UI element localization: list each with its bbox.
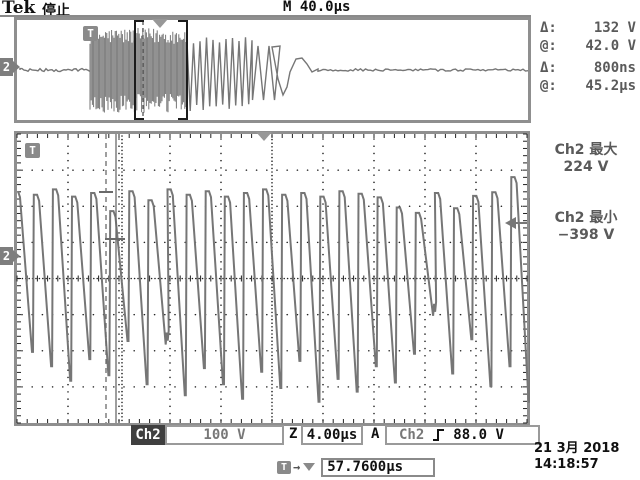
time-readout: 14:18:57 — [534, 457, 599, 472]
cursor-delta-label: Δ: — [540, 20, 557, 36]
rising-edge-icon — [433, 429, 445, 441]
channel-scale-readout[interactable]: 100 V — [165, 425, 284, 445]
main-trace-ch2 — [17, 176, 530, 403]
zoom-timebase-readout[interactable]: 4.00μs — [301, 425, 363, 445]
channel-2-marker-overview[interactable]: 2 — [0, 58, 20, 76]
delay-triangle-icon — [303, 463, 316, 471]
zoom-timebase-label: Z — [289, 426, 298, 442]
zoom-bracket-right — [178, 20, 188, 120]
cursor-at-t-row: @: 45.2μs — [540, 78, 636, 94]
tek-logo: Tek — [2, 0, 36, 18]
zoom-bracket-left — [134, 20, 144, 120]
cursor-at-label2: @: — [540, 78, 557, 94]
main-timebase-readout: M 40.0μs — [283, 0, 351, 15]
trigger-source: Ch2 — [399, 427, 425, 443]
delay-readout-row: T → 57.7600μs — [277, 457, 436, 477]
measurement-min-label: Ch2 最小 — [554, 210, 618, 226]
trigger-level-arrow — [505, 217, 516, 229]
trigger-readout[interactable]: Ch2 88.0 V — [385, 425, 540, 445]
measurement-min-value: −398 V — [557, 227, 615, 243]
acquisition-label: A — [371, 426, 380, 442]
measurement-ch2-min: Ch2 最小 −398 V — [536, 210, 636, 244]
measurement-max-value: 224 V — [563, 159, 609, 175]
main-waveform-panel — [14, 131, 530, 426]
channel-2-marker-main[interactable]: 2 — [0, 247, 20, 265]
zoom-window-triangle-icon[interactable] — [152, 19, 168, 28]
cursor-delta-t-row: Δ: 800ns — [540, 60, 636, 76]
expansion-point-triangle-icon — [256, 132, 272, 141]
measurement-max-label: Ch2 最大 — [554, 142, 618, 158]
overview-waveform-panel — [14, 17, 531, 123]
overview-trace — [186, 37, 529, 111]
trigger-t-icon: T — [277, 460, 291, 474]
overview-burst-trace — [89, 28, 187, 113]
cursor-at-v-row: @: 42.0 V — [540, 38, 636, 54]
trigger-level-value: 88.0 V — [453, 427, 504, 443]
channel-2-badge[interactable]: Ch2 — [131, 425, 165, 445]
cursor-delta-v-value: 132 V — [593, 20, 636, 36]
cursor-at-t-value: 45.2μs — [585, 78, 636, 94]
trigger-flag-overview: T — [83, 26, 98, 41]
delay-arrow-icon: → — [293, 460, 301, 474]
measurement-ch2-max: Ch2 最大 224 V — [536, 142, 636, 176]
cursor-delta-t-value: 800ns — [593, 60, 636, 76]
date-readout: 21 3月 2018 — [534, 441, 620, 456]
overview-baseline-trace — [19, 67, 91, 73]
cursor-at-v-value: 42.0 V — [585, 38, 636, 54]
trigger-flag-main: T — [25, 143, 40, 158]
cursor-delta-label2: Δ: — [540, 60, 557, 76]
datetime-block: 21 3月 2018 14:18:57 — [534, 441, 636, 473]
delay-time-readout[interactable]: 57.7600μs — [321, 457, 436, 477]
header-divider — [0, 15, 531, 17]
cursor-at-label: @: — [540, 38, 557, 54]
cursor-delta-v-row: Δ: 132 V — [540, 20, 636, 36]
cursor-readout-block: Δ: 132 V @: 42.0 V Δ: 800ns @: 45.2μs — [540, 20, 636, 94]
